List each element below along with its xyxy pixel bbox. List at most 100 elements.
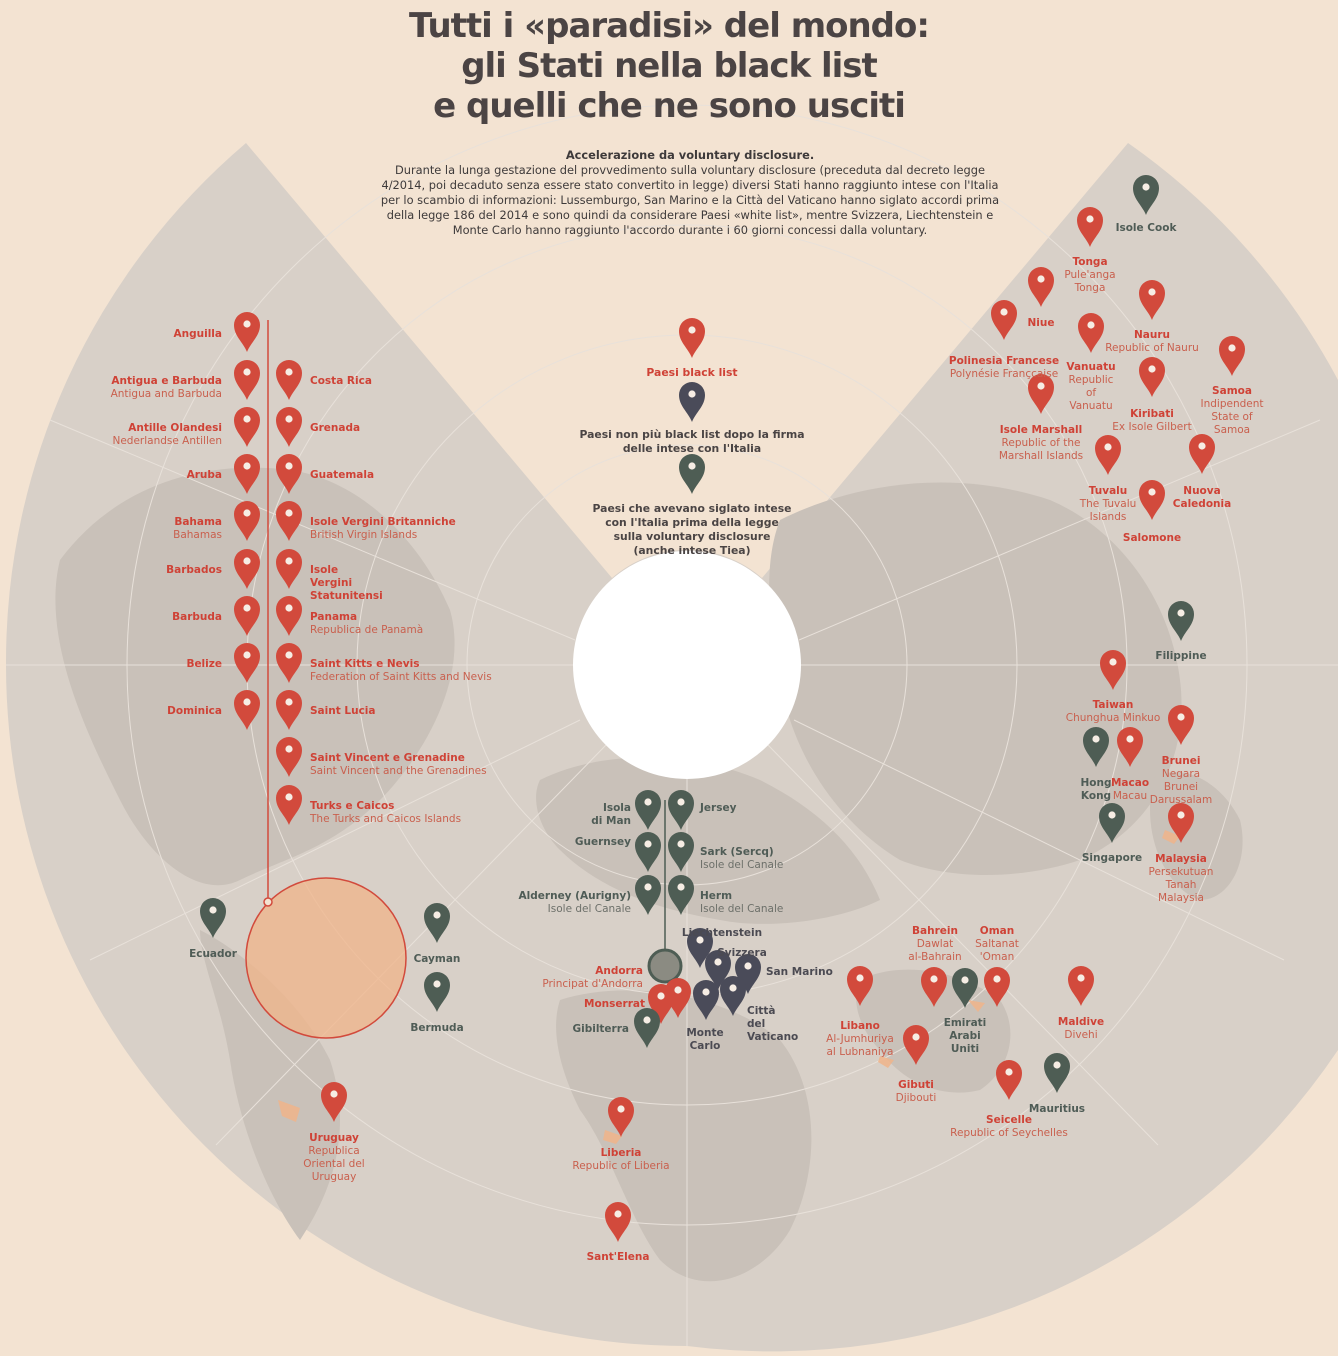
emirati-label: Emirati Arabi Uniti bbox=[895, 1017, 1035, 1056]
country-local-name: Nederlandse Antillen bbox=[112, 435, 222, 447]
country-local-name: Saint Vincent and the Grenadines bbox=[310, 765, 487, 777]
sanmarino-label: San Marino bbox=[766, 966, 833, 979]
country-name: Polinesia Francese bbox=[948, 355, 1060, 367]
malaysia-label: Malaysia Persekutuan Tanah Malaysia bbox=[1111, 853, 1251, 905]
bvi-label: Isole Vergini Britanniche British Virgin … bbox=[310, 516, 456, 542]
niue-label: Niue bbox=[971, 317, 1111, 330]
country-name: Liechtenstein bbox=[681, 927, 763, 939]
country-name: Saint Vincent e Grenadine bbox=[310, 752, 465, 764]
country-local-name: Divehi bbox=[1064, 1029, 1098, 1041]
continents bbox=[55, 467, 1243, 1282]
country-name: Isole Cook bbox=[1115, 222, 1177, 234]
graticule bbox=[6, 104, 1338, 1346]
salomone-label: Salomone bbox=[1082, 532, 1222, 545]
turks-label: Turks e Caicos The Turks and Caicos Islan… bbox=[310, 800, 461, 826]
bahama-label: Bahama Bahamas bbox=[173, 516, 222, 542]
aruba-label: Aruba bbox=[187, 469, 222, 482]
legend-black-list: Paesi black list bbox=[646, 366, 738, 379]
main-title: Tutti i «paradisi» del mondo: gli Stati … bbox=[0, 6, 1338, 126]
country-name: Maldive bbox=[1057, 1016, 1105, 1028]
stkitts-label: Saint Kitts e Nevis Federation of Saint K… bbox=[310, 658, 492, 684]
country-name: Antille Olandesi bbox=[128, 422, 222, 434]
country-name: Monserrat bbox=[584, 998, 645, 1010]
mauritius-label: Mauritius bbox=[987, 1103, 1127, 1116]
country-name: Turks e Caicos bbox=[310, 800, 395, 812]
legend-removed: Paesi non più black list dopo la firma d… bbox=[572, 428, 812, 456]
country-name: Libano bbox=[840, 1020, 880, 1032]
vanuatu-label: Vanuatu Republic of Vanuatu bbox=[1021, 361, 1161, 413]
country-name: Città del Vaticano bbox=[747, 1005, 799, 1043]
panama-label: Panama Republica de Panamà bbox=[310, 611, 423, 637]
grenada-label: Grenada bbox=[310, 422, 360, 435]
country-name: Nuova Caledonia bbox=[1172, 485, 1232, 510]
stvincent-label: Saint Vincent e Grenadine Saint Vincent a… bbox=[310, 752, 487, 778]
country-local-name: Principat d'Andorra bbox=[542, 978, 643, 990]
country-local-name: Bahamas bbox=[173, 529, 222, 541]
alderney-label: Alderney (Aurigny) Isole del Canale bbox=[519, 890, 631, 916]
legend-earlier-line-2: con l'Italia prima della legge bbox=[605, 516, 779, 529]
country-local-name: Isole del Canale bbox=[700, 859, 784, 871]
country-name: Barbados bbox=[166, 564, 222, 576]
country-name: Isola di Man bbox=[591, 802, 631, 827]
country-name: San Marino bbox=[766, 966, 833, 978]
country-local-name: Isole del Canale bbox=[700, 903, 784, 915]
legend-pin-black-list bbox=[679, 318, 705, 358]
country-name: Isole Vergini Britanniche bbox=[310, 516, 456, 528]
country-local-name: Republica Oriental del Uruguay bbox=[303, 1145, 365, 1183]
country-local-name: Antigua and Barbuda bbox=[110, 388, 222, 400]
country-name: Samoa bbox=[1212, 385, 1252, 397]
country-name: Guernsey bbox=[574, 836, 631, 848]
barbuda-label: Barbuda bbox=[172, 611, 222, 624]
country-name: Herm bbox=[700, 890, 733, 902]
country-name: Malaysia bbox=[1155, 853, 1207, 865]
costarica-label: Costa Rica bbox=[310, 375, 372, 388]
legend-pin-earlier bbox=[679, 454, 705, 494]
country-local-name: Polynésie Françcaise bbox=[949, 368, 1059, 380]
barbados-label: Barbados bbox=[166, 564, 222, 577]
country-name: Svizzera bbox=[717, 947, 767, 959]
country-name: Mauritius bbox=[1028, 1103, 1086, 1115]
caribbean-zoom-circle bbox=[245, 877, 407, 1039]
anguilla-label: Anguilla bbox=[174, 328, 222, 341]
tonga-label: Tonga Pule'anga Tonga bbox=[1020, 256, 1160, 295]
country-local-name: Ex Isole Gilbert bbox=[1112, 421, 1192, 433]
highlight-patches bbox=[278, 830, 1180, 1144]
country-local-name: Republic of Liberia bbox=[572, 1160, 670, 1172]
montecarlo-label: Monte Carlo bbox=[635, 1027, 775, 1053]
polinesia-label: Polinesia Francese Polynésie Françcaise bbox=[934, 355, 1074, 381]
legend-removed-line-2: delle intese con l'Italia bbox=[622, 442, 762, 455]
country-local-name: Republic of Nauru bbox=[1105, 342, 1199, 354]
country-name: Oman bbox=[979, 925, 1015, 937]
country-local-name: Indipendent State of Samoa bbox=[1200, 398, 1264, 436]
monserrat-label: Monserrat bbox=[584, 998, 645, 1011]
country-local-name: Negara Brunei Darussalam bbox=[1149, 768, 1213, 806]
legend-removed-line-1: Paesi non più black list dopo la firma bbox=[579, 428, 805, 441]
maldive-label: Maldive Divehi bbox=[1011, 1016, 1151, 1042]
guernsey-label: Guernsey bbox=[575, 836, 631, 849]
svizzera-label: Svizzera bbox=[672, 947, 812, 960]
country-local-name: Republica de Panamà bbox=[310, 624, 424, 636]
hongkong-label: Hong Kong bbox=[1026, 777, 1166, 803]
intro-text: Accelerazione da voluntary disclosure. D… bbox=[380, 148, 1000, 238]
country-name: Salomone bbox=[1122, 532, 1182, 544]
country-name: Seicelle bbox=[986, 1114, 1032, 1126]
center-hole bbox=[573, 551, 801, 779]
country-local-name: Macau bbox=[1112, 790, 1148, 802]
legend-earlier-line-4: (anche intese Tiea) bbox=[633, 544, 751, 557]
country-local-name: Chunghua Minkuo bbox=[1065, 712, 1161, 724]
country-name: Aruba bbox=[186, 469, 222, 481]
dominica-label: Dominica bbox=[167, 705, 222, 718]
country-name: Isole Marshall bbox=[999, 424, 1083, 436]
country-name: Saint Kitts e Nevis bbox=[310, 658, 420, 670]
country-name: Bahama bbox=[174, 516, 222, 528]
country-name: Liberia bbox=[600, 1147, 642, 1159]
title-line-2: gli Stati nella black list bbox=[461, 46, 878, 86]
country-name: Belize bbox=[186, 658, 222, 670]
isolaman-label: Isola di Man bbox=[591, 802, 631, 828]
country-local-name: The Turks and Caicos Islands bbox=[310, 813, 462, 825]
legend-earlier-line-1: Paesi che avevano siglato intese bbox=[592, 502, 792, 515]
country-local-name: Pule'anga Tonga bbox=[1064, 269, 1116, 294]
liechtenstein-label: Liechtenstein bbox=[652, 927, 792, 940]
vaticano-label: Città del Vaticano bbox=[747, 1005, 798, 1044]
